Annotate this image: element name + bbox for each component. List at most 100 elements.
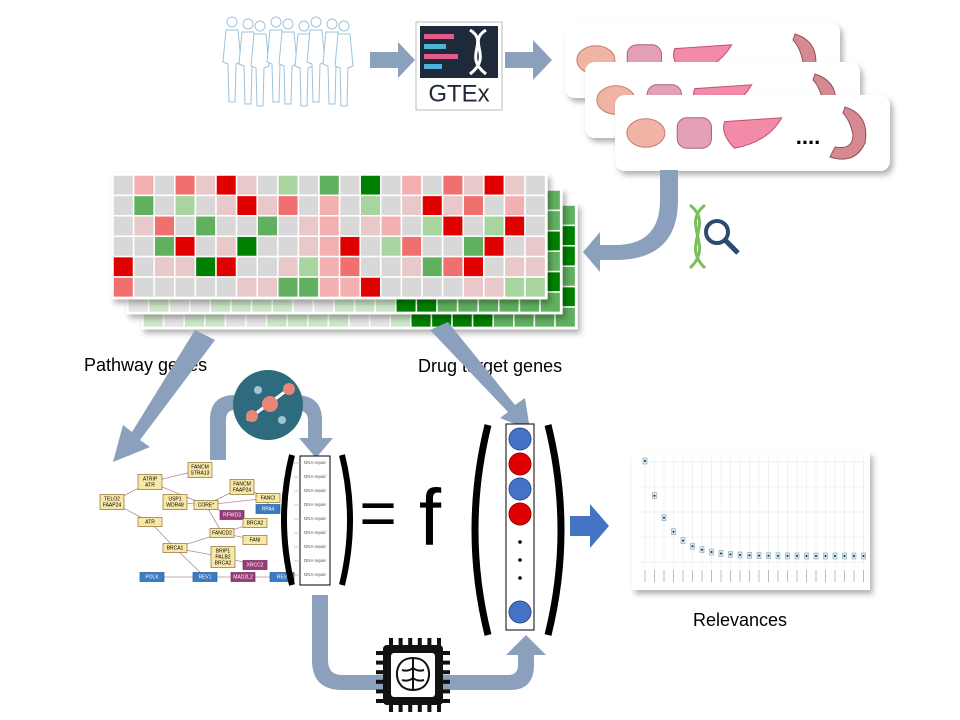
heatmap-cell (441, 235, 464, 258)
logo-stripe (424, 64, 442, 69)
drug-target (508, 502, 532, 526)
heatmap-cell (483, 235, 506, 258)
heatmap-cell (318, 215, 341, 237)
person-body (306, 29, 326, 103)
gene-node (255, 504, 281, 514)
pathway-entry: DNA repair (304, 488, 327, 493)
plot-point (862, 554, 865, 557)
heatmap-cell (174, 194, 197, 217)
heatmap-cell (524, 276, 547, 299)
heatmap-cell (338, 255, 361, 278)
heatmap-cell (421, 194, 444, 217)
gene-label: XRCC2 (247, 562, 264, 568)
drug-target (508, 600, 532, 624)
gtex-logo: GTEx (415, 21, 503, 111)
plot-point (834, 554, 836, 557)
pathway-vector (299, 455, 331, 586)
person-head (326, 18, 338, 30)
pin (389, 704, 393, 712)
plot-point (853, 554, 855, 557)
heatmap-cell (215, 255, 238, 278)
gene-node (137, 517, 163, 527)
heatmap-cell (462, 194, 485, 217)
dna-search-icon (688, 203, 740, 270)
heatmap-cell (194, 255, 217, 278)
magnifier (704, 219, 730, 245)
pin (376, 699, 384, 703)
plot-point (644, 460, 646, 462)
dna-helix (688, 203, 707, 270)
heatmap-cell (421, 174, 444, 197)
plot-point (663, 516, 665, 519)
gene-label: FAAP24 (233, 487, 252, 493)
gene-node (255, 493, 281, 503)
heatmap-cell (215, 174, 238, 197)
brain (395, 656, 431, 691)
heatmap-cell (318, 235, 341, 258)
gene-node (193, 500, 219, 510)
heatmap-cell (503, 235, 526, 258)
heatmap-cell (400, 215, 423, 237)
person-head (282, 18, 294, 30)
plot-point (672, 530, 675, 533)
pin (376, 689, 384, 694)
arrow (505, 40, 552, 80)
pin (437, 638, 441, 646)
relevance-plot (632, 452, 870, 590)
heatmap-cell (132, 174, 155, 197)
ellipsis-dot (518, 576, 522, 580)
plot-point (729, 553, 732, 556)
plot-point (805, 554, 808, 557)
gene-node (242, 535, 268, 545)
molecule-icon (233, 370, 303, 440)
liver (723, 117, 783, 149)
plot-frame (632, 452, 870, 590)
pin (398, 638, 403, 646)
pathway-entry: DNA repair (304, 502, 327, 507)
gene-label: MAD2L2 (233, 574, 253, 580)
person-body (250, 33, 270, 107)
heatmap-cell (153, 276, 176, 299)
gene-label: WDR48 (166, 502, 184, 508)
organ-card (615, 95, 890, 171)
heatmap-cell (215, 276, 238, 299)
ellipsis-dot (518, 558, 522, 562)
parenthesis (471, 424, 492, 636)
person-head (298, 20, 310, 32)
logo-stripe (424, 44, 446, 49)
heatmap-cell (421, 235, 444, 258)
heatmap-cell (318, 194, 341, 217)
pin (442, 699, 450, 703)
gene-node (242, 518, 268, 528)
brain (626, 118, 666, 148)
arrow (430, 322, 530, 430)
gene-node (162, 543, 188, 553)
atom (246, 410, 258, 422)
gene-label: FANCD2 (212, 530, 232, 536)
gene-node (99, 494, 125, 510)
pin (442, 651, 450, 655)
heatmap-cell (112, 235, 135, 258)
person-head (226, 16, 238, 28)
heatmap-cell (194, 215, 217, 237)
heatmap-cell (400, 194, 423, 217)
logo-stripe (424, 54, 458, 59)
plot-point (653, 494, 656, 497)
heatmap-cell (256, 255, 279, 278)
gene-node (139, 572, 165, 582)
heatmap-cell (524, 235, 547, 258)
heatmap-cell (318, 276, 341, 299)
heatmap-cell (338, 235, 361, 258)
heatmap-cell (112, 255, 135, 278)
gene-label: ATR (145, 519, 155, 525)
gene-label: BRCA2 (215, 560, 232, 566)
plot-point (720, 552, 722, 555)
heatmap-cell (215, 215, 238, 237)
heatmap-cell (153, 215, 176, 237)
heatmap-cell (380, 255, 403, 278)
heatmap-cell (359, 194, 382, 217)
gene-node (242, 560, 268, 570)
arrow (370, 42, 415, 78)
heatmap-cell (112, 276, 135, 299)
heatmap-cell (235, 235, 258, 258)
